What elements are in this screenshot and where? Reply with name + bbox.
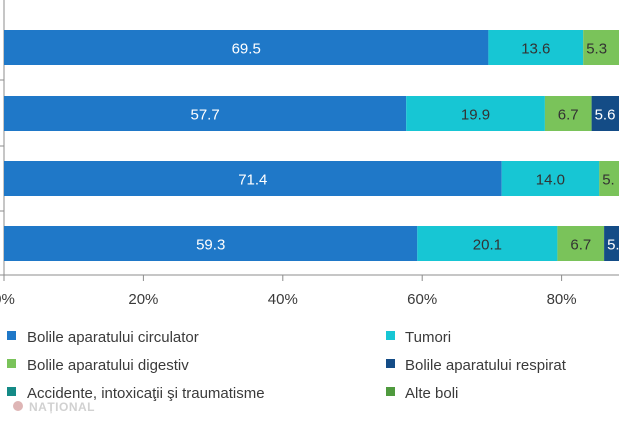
legend-label: Alte boli — [405, 385, 458, 402]
data-label: 14.0 — [536, 172, 565, 189]
x-tick-label: 80% — [547, 291, 577, 308]
legend-item-digestiv: Bolile aparatului digestiv — [7, 357, 189, 374]
bar-segment — [604, 226, 619, 261]
legend-swatch — [7, 359, 16, 368]
data-label: 59.3 — [196, 237, 225, 254]
data-label: 69.5 — [232, 41, 261, 58]
bar-segment — [583, 30, 619, 65]
bar-segment — [4, 30, 489, 65]
legend-label: Bolile aparatului digestiv — [27, 357, 189, 374]
data-label: 13.6 — [521, 41, 550, 58]
x-tick-label: 0% — [0, 291, 15, 308]
data-label: 20.1 — [473, 237, 502, 254]
bar-segment — [417, 226, 558, 261]
x-tick-label: 60% — [407, 291, 437, 308]
legend-swatch — [386, 359, 395, 368]
legend-label: Bolile aparatului respirat — [405, 357, 567, 374]
legend-item-respirator: Bolile aparatului respirat — [386, 357, 567, 374]
data-label: 5.3 — [586, 41, 607, 58]
x-tick-label: 40% — [268, 291, 298, 308]
data-label: 5.6 — [595, 107, 616, 124]
data-label: 57.7 — [190, 107, 219, 124]
brand-logo-icon — [13, 401, 23, 411]
bar-segment — [501, 161, 600, 196]
data-label: 5. — [607, 237, 619, 254]
x-axis-ticks: 0% 20% 40% 60% 80% — [0, 275, 577, 308]
legend-swatch — [386, 387, 395, 396]
watermark-text: NAȚIONAL — [29, 400, 95, 414]
legend-swatch — [7, 331, 16, 340]
bar-segment — [591, 96, 619, 131]
bar-segment — [4, 226, 418, 261]
legend-label: Accidente, intoxicaţii şi traumatisme — [27, 385, 265, 402]
legend: Bolile aparatului circulator Tumori Boli… — [7, 329, 567, 402]
data-label: 71.4 — [238, 172, 267, 189]
bar-segment — [4, 96, 407, 131]
bar-segment — [406, 96, 545, 131]
bar-segment — [4, 161, 502, 196]
bar-segment — [544, 96, 592, 131]
legend-swatch — [7, 387, 16, 396]
legend-item-alte-boli: Alte boli — [386, 385, 458, 402]
data-label: 19.9 — [461, 107, 490, 124]
legend-item-circulator: Bolile aparatului circulator — [7, 329, 199, 346]
legend-label: Tumori — [405, 329, 451, 346]
bar-segment — [557, 226, 605, 261]
bars-layer: 69.5 13.6 5.3 57.7 19.9 6.7 5.6 71.4 14.0 5. 59.3 2… — [4, 30, 619, 261]
watermark: NAȚIONAL — [13, 400, 95, 414]
data-label: 5. — [602, 172, 615, 189]
legend-label: Bolile aparatului circulator — [27, 329, 199, 346]
data-label: 6.7 — [570, 237, 591, 254]
legend-item-tumori: Tumori — [386, 329, 451, 346]
legend-item-accidente: Accidente, intoxicaţii şi traumatisme — [7, 385, 265, 402]
bar-segment — [488, 30, 584, 65]
bar-segment — [599, 161, 619, 196]
x-tick-label: 20% — [128, 291, 158, 308]
legend-swatch — [386, 331, 395, 340]
data-label: 6.7 — [558, 107, 579, 124]
